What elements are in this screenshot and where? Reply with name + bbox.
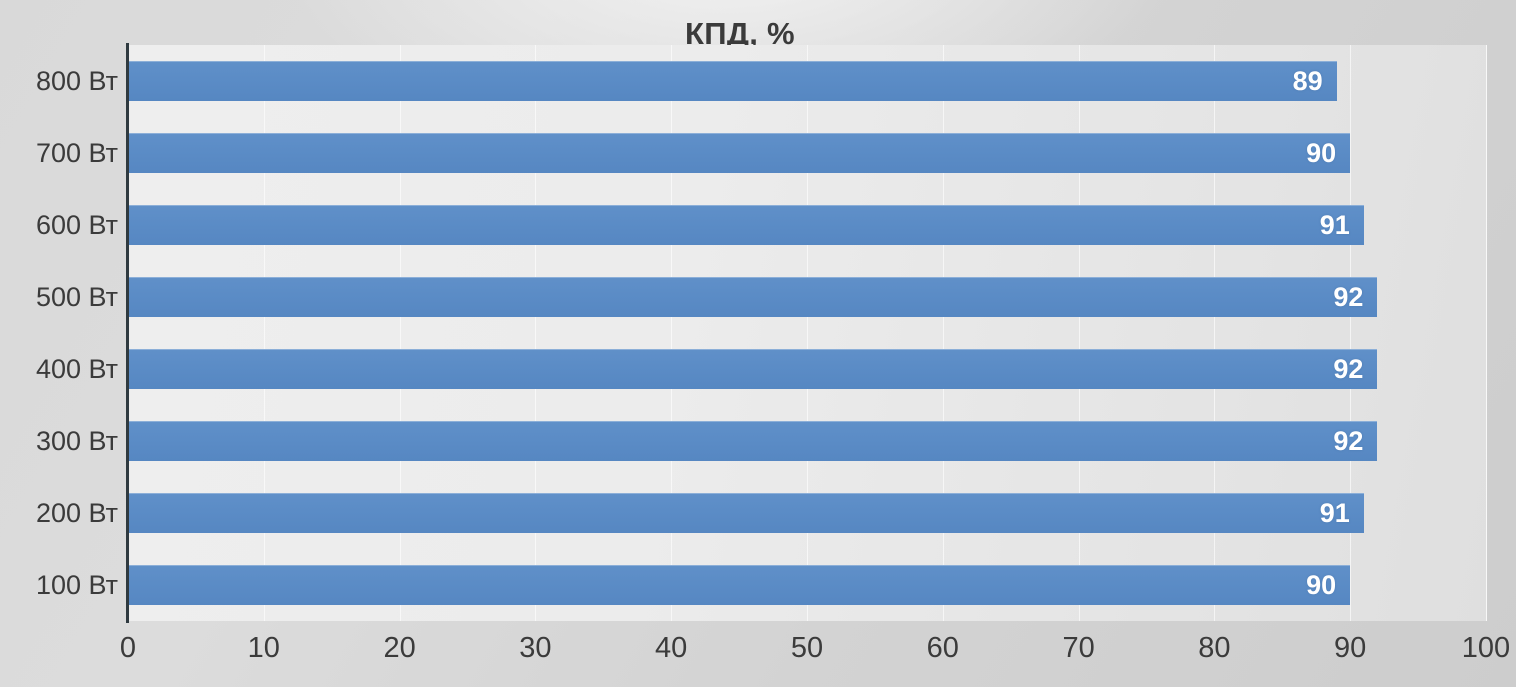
bar-value-label: 91 [1319,209,1350,240]
bar[interactable]: 92 [128,349,1378,389]
gridline [399,45,401,621]
gridline [1486,45,1487,621]
bar[interactable]: 89 [128,61,1337,101]
bar-row: 91 [128,493,1486,533]
bar[interactable]: 92 [128,421,1378,461]
value-axis-label: 70 [1062,632,1095,664]
bar-row: 92 [128,277,1486,317]
value-axis-label: 50 [790,632,824,664]
category-axis-label: 700 Вт [35,138,118,168]
category-axis-label: 800 Вт [35,66,118,96]
value-axis-label: 80 [1198,632,1231,664]
bar[interactable]: 90 [128,133,1351,173]
category-axis-label: 400 Вт [35,354,118,384]
bar[interactable]: 91 [128,493,1364,533]
bar-value-label: 92 [1333,353,1364,384]
bar-value-label: 91 [1319,497,1350,528]
bar-row: 89 [128,61,1486,101]
bar-value-label: 92 [1333,281,1364,312]
category-axis-label: 200 Вт [35,498,118,528]
value-axis-label: 60 [926,632,959,664]
category-axis-label: 300 Вт [35,426,118,456]
value-axis-label: 40 [655,632,688,664]
bar-value-label: 90 [1306,569,1337,600]
bar-value-label: 89 [1292,65,1323,96]
value-axis-label: 90 [1334,632,1367,664]
gridline [807,45,808,621]
value-axis-label: 20 [383,632,416,664]
bar-row: 90 [128,565,1486,605]
bar-row: 92 [128,349,1486,389]
gridline [263,45,265,621]
bar-row: 91 [128,205,1486,245]
gridline [671,45,673,621]
gridline [1350,45,1352,621]
bar[interactable]: 92 [128,277,1378,317]
category-axis-label: 100 Вт [35,570,118,600]
bar-value-label: 90 [1306,137,1337,168]
value-axis-label: 0 [119,632,137,664]
category-axis-label: 600 Вт [35,210,118,240]
bar-value-label: 92 [1333,425,1364,456]
gridline [942,45,944,621]
bar[interactable]: 91 [128,205,1364,245]
value-axis-line [126,43,129,623]
bar[interactable]: 90 [128,565,1351,605]
gridline [1078,45,1080,621]
category-axis-label: 500 Вт [35,282,118,312]
bar-row: 90 [128,133,1486,173]
gridline [1214,45,1216,621]
value-axis-label: 10 [247,632,280,664]
gridline [535,45,537,621]
value-axis-label: 100 [1461,632,1511,664]
plot-area: 89 90 91 92 92 92 91 90 [128,45,1487,621]
value-axis-label: 30 [519,632,552,664]
bar-row: 92 [128,421,1486,461]
